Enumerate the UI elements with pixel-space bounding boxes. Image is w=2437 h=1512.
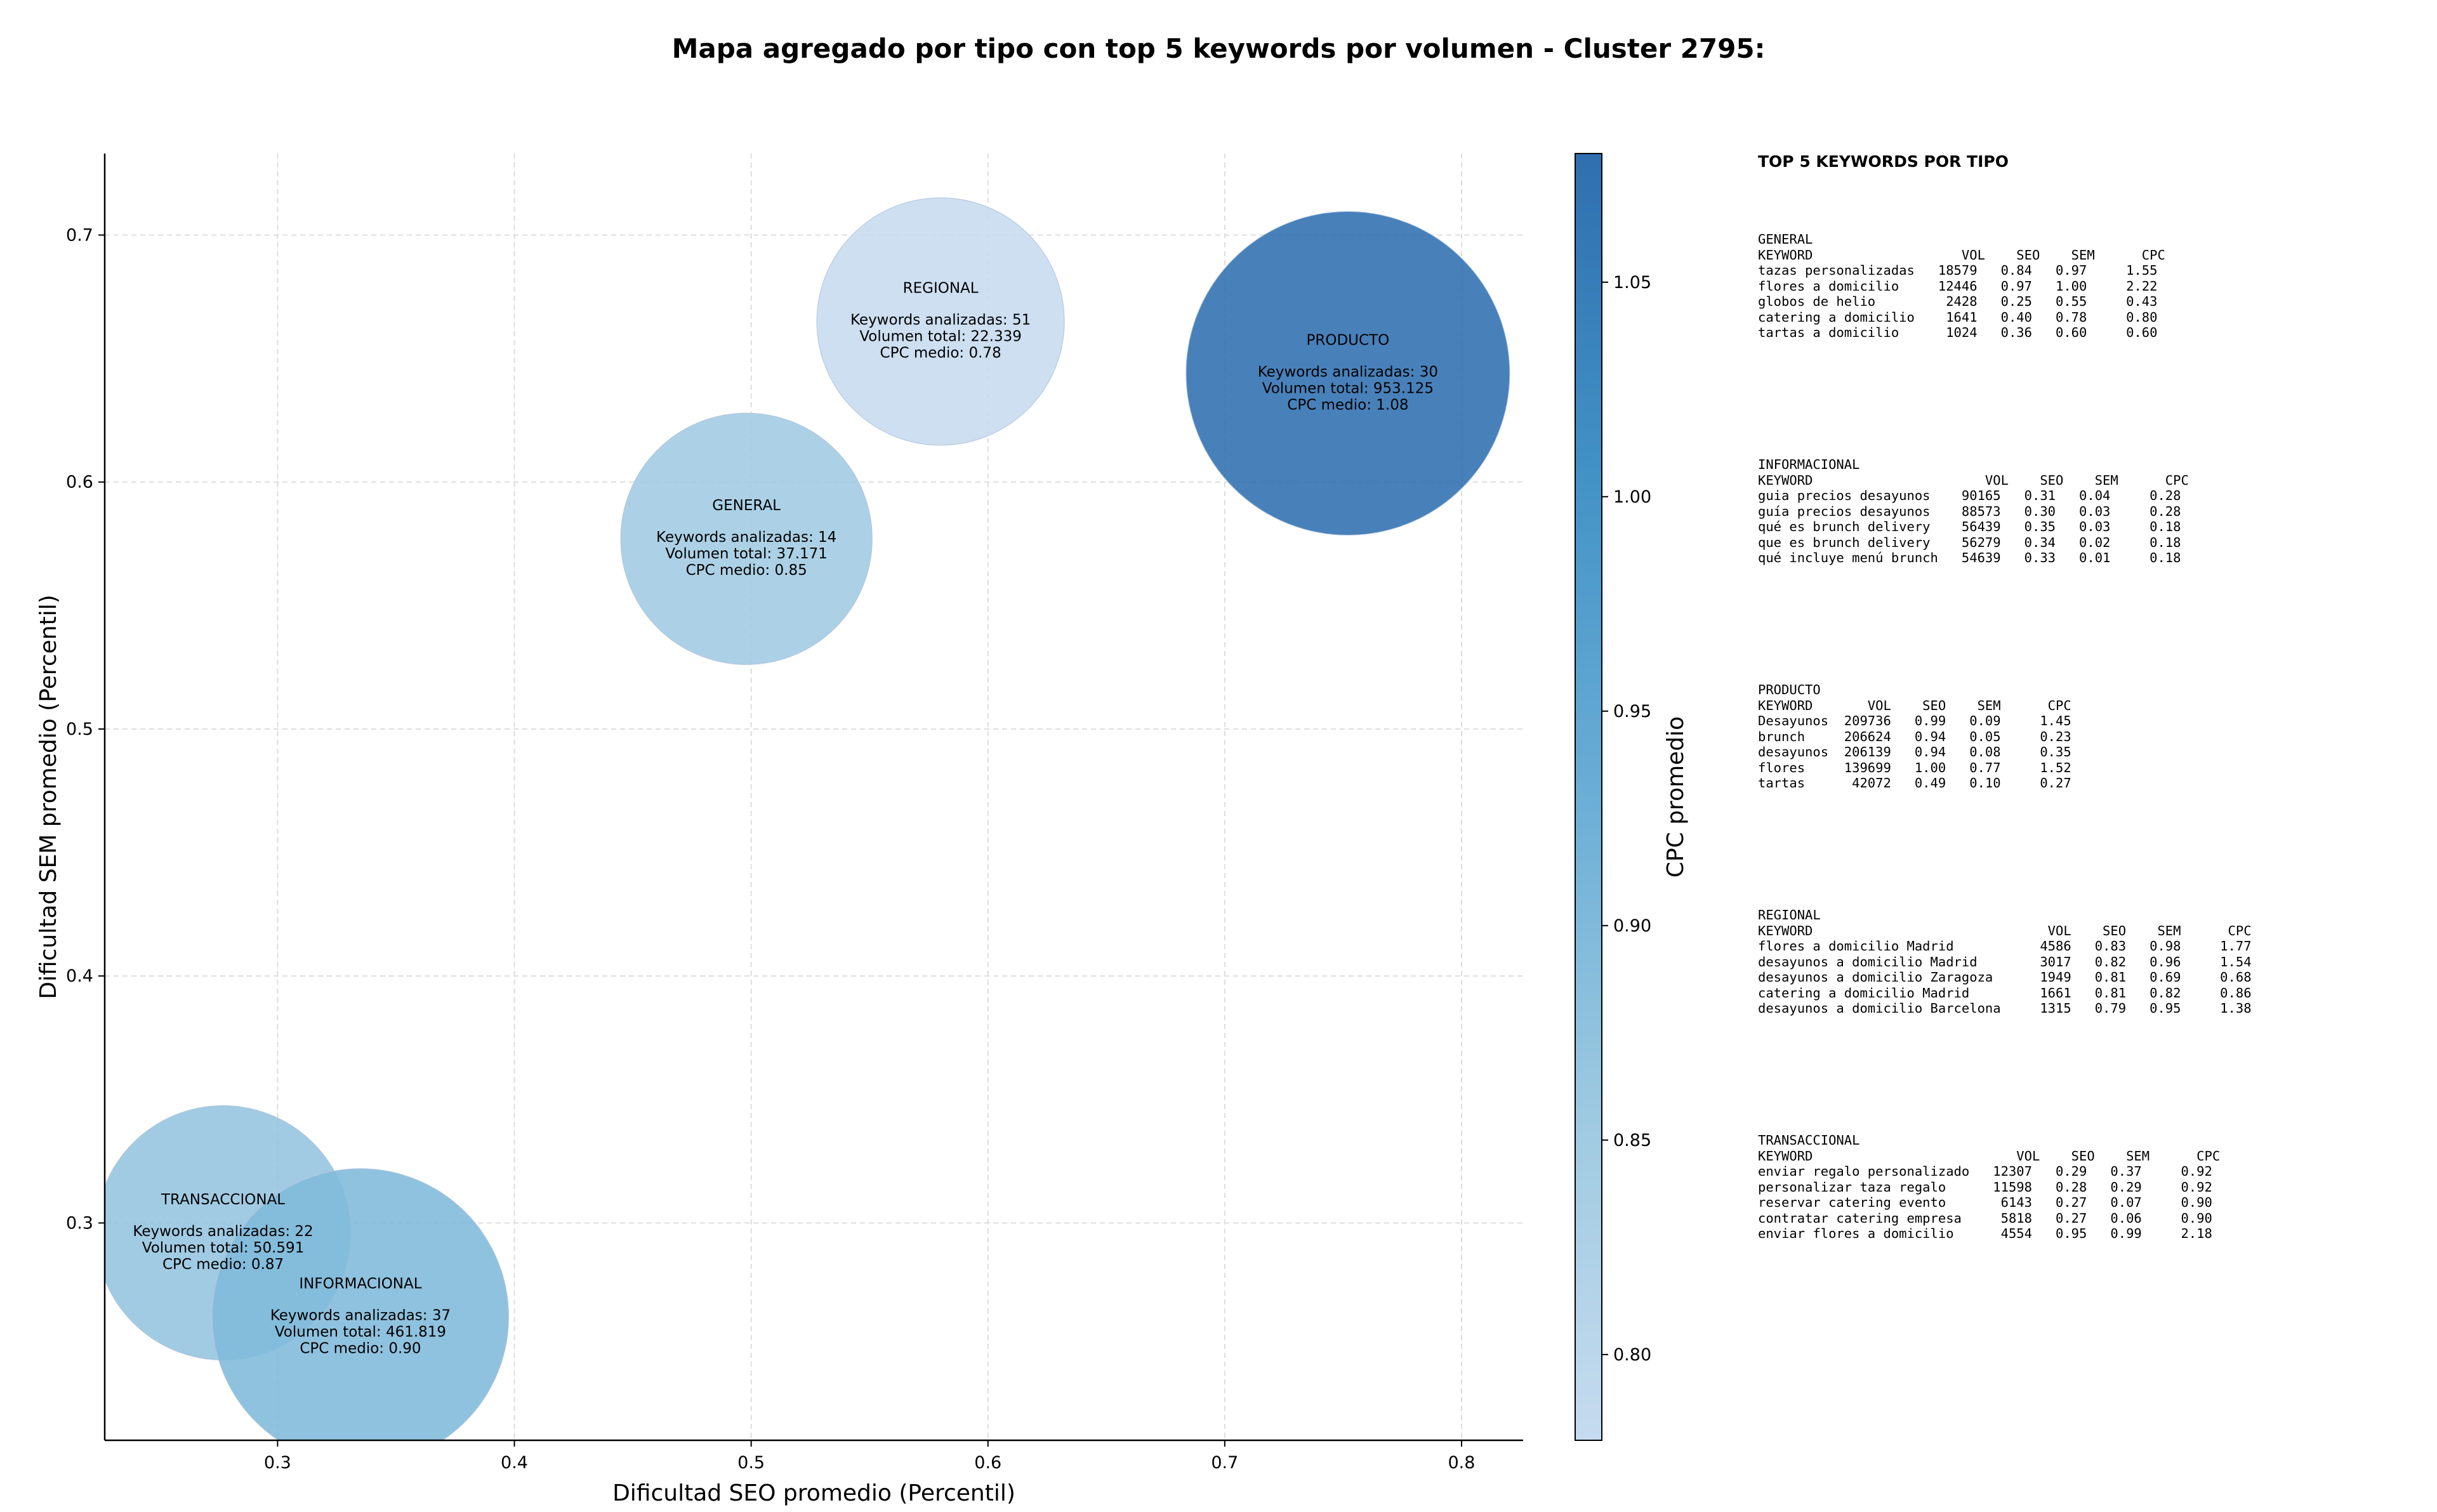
keyword-table-header: KEYWORD VOL SEO SEM CPC (1758, 923, 2252, 938)
colorbar-tick-label: 0.95 (1613, 702, 1651, 721)
keyword-table-row: qué es brunch delivery 56439 0.35 0.03 0… (1758, 519, 2181, 534)
keyword-table-row: flores a domicilio 12446 0.97 1.00 2.22 (1758, 278, 2158, 294)
keyword-table-type: GENERAL (1758, 232, 1813, 247)
y-tick-label: 0.5 (66, 720, 93, 739)
axes: 0.3 0.4 0.5 0.6 0.7 0.8 0.3 0.4 0.5 0.6 0.7 Dificul… (36, 154, 1523, 1506)
keyword-table-row: Desayunos 209736 0.99 0.09 1.45 (1758, 713, 2071, 728)
keyword-table-row: flores 139699 1.00 0.77 1.52 (1758, 759, 2071, 775)
keyword-table-row: desayunos a domicilio Barcelona 1315 0.7… (1758, 1001, 2252, 1016)
y-tick-label: 0.6 (66, 473, 93, 492)
colorbar-tick-label: 1.00 (1613, 487, 1651, 507)
keyword-table-row: reservar catering evento 6143 0.27 0.07 … (1758, 1195, 2212, 1210)
bubble-label: CPC medio: 0.87 (162, 1256, 284, 1273)
bubble-label: Volumen total: 461.819 (275, 1324, 446, 1340)
keyword-table-row: personalizar taza regalo 11598 0.28 0.29… (1758, 1179, 2212, 1195)
colorbar: 0.80 0.85 0.90 0.95 1.00 1.05 CPC promedio (1575, 153, 1689, 1441)
keyword-table-row: catering a domicilio 1641 0.40 0.78 0.80 (1758, 309, 2158, 325)
keyword-table-type: PRODUCTO (1758, 682, 1821, 697)
keyword-table-regional: REGIONAL KEYWORD VOL SEO SEM CPC flores a … (1758, 907, 2431, 1133)
bubble-label: Keywords analizadas: 22 (133, 1223, 313, 1240)
keyword-table-row: flores a domicilio Madrid 4586 0.83 0.98… (1758, 938, 2252, 954)
bubble-regional (816, 197, 1065, 446)
keyword-table-row: contratar catering empresa 5818 0.27 0.0… (1758, 1210, 2212, 1226)
x-tick-label: 0.5 (737, 1453, 765, 1473)
keyword-table-row: tartas 42072 0.49 0.10 0.27 (1758, 775, 2071, 791)
keyword-table-row: globos de helio 2428 0.25 0.55 0.43 (1758, 294, 2158, 309)
y-tick-label: 0.3 (66, 1213, 93, 1233)
top-keywords-heading: TOP 5 KEYWORDS POR TIPO (1758, 152, 2009, 171)
keyword-table-transaccional: TRANSACCIONAL KEYWORD VOL SEO SEM CPC envi… (1758, 1133, 2431, 1358)
colorbar-tick-label: 0.90 (1613, 916, 1651, 936)
x-tick-label: 0.3 (264, 1453, 291, 1473)
bubble-label: Volumen total: 22.339 (859, 329, 1022, 345)
keyword-table-row: catering a domicilio Madrid 1661 0.81 0.… (1758, 985, 2252, 1001)
bubble-general (620, 412, 873, 665)
bubble-label: GENERAL (712, 497, 781, 514)
keyword-table-row: desayunos a domicilio Madrid 3017 0.82 0… (1758, 954, 2252, 970)
bubble-label: Volumen total: 37.171 (665, 546, 828, 562)
x-tick-label: 0.7 (1211, 1453, 1238, 1473)
keyword-table-producto: PRODUCTO KEYWORD VOL SEO SEM CPC Desayunos… (1758, 682, 2431, 907)
bubble-label: CPC medio: 0.85 (686, 562, 807, 579)
y-tick-label: 0.7 (66, 225, 93, 245)
bubble-label: PRODUCTO (1307, 332, 1390, 348)
keyword-table-header: KEYWORD VOL SEO SEM CPC (1758, 697, 2071, 713)
bubble-label: CPC medio: 0.78 (880, 345, 1001, 362)
keyword-table-row: guia precios desayunos 90165 0.31 0.04 0… (1758, 488, 2181, 503)
colorbar-label: CPC promedio (1663, 716, 1689, 878)
keyword-table-header: KEYWORD VOL SEO SEM CPC (1758, 472, 2189, 488)
keyword-table-row: que es brunch delivery 56279 0.34 0.02 0… (1758, 534, 2181, 550)
y-tick-label: 0.4 (66, 966, 93, 986)
keyword-tables: GENERAL KEYWORD VOL SEO SEM CPC tazas pers… (1758, 232, 2431, 1358)
keyword-table-type: TRANSACCIONAL (1758, 1133, 1860, 1148)
bubble-label: Volumen total: 50.591 (142, 1240, 305, 1256)
bubble-label: Keywords analizadas: 30 (1258, 364, 1438, 380)
x-axis-label: Dificultad SEO promedio (Percentil) (612, 1480, 1015, 1506)
bubbles (105, 197, 1510, 1440)
bubble-label: Keywords analizadas: 51 (850, 312, 1031, 329)
keyword-table-type: REGIONAL (1758, 907, 1821, 923)
y-axis-label: Dificultad SEM promedio (Percentil) (36, 595, 62, 999)
keyword-table-row: desayunos 206139 0.94 0.08 0.35 (1758, 744, 2071, 759)
bubble-label: CPC medio: 1.08 (1287, 397, 1408, 413)
keyword-table-header: KEYWORD VOL SEO SEM CPC (1758, 1148, 2221, 1164)
keyword-table-header: KEYWORD VOL SEO SEM CPC (1758, 247, 2165, 263)
keyword-table-type: INFORMACIONAL (1758, 457, 1860, 472)
keyword-table-row: enviar regalo personalizado 12307 0.29 0… (1758, 1164, 2212, 1179)
top-keywords-panel: TOP 5 KEYWORDS POR TIPO GENERAL KEYWORD V… (1758, 152, 2431, 1358)
keyword-table-row: tartas a domicilio 1024 0.36 0.60 0.60 (1758, 325, 2158, 340)
keyword-table-general: GENERAL KEYWORD VOL SEO SEM CPC tazas pers… (1758, 232, 2431, 457)
keyword-table-row: tazas personalizadas 18579 0.84 0.97 1.5… (1758, 263, 2158, 278)
colorbar-tick-label: 0.85 (1613, 1131, 1651, 1150)
keyword-table-row: brunch 206624 0.94 0.05 0.23 (1758, 728, 2071, 744)
colorbar-tick-label: 1.05 (1613, 273, 1651, 293)
x-tick-label: 0.4 (501, 1453, 528, 1473)
x-tick-label: 0.6 (974, 1453, 1001, 1473)
bubble-informacional (212, 1168, 509, 1440)
chart-title: Mapa agregado por tipo con top 5 keyword… (671, 33, 1766, 64)
bubble-label: Keywords analizadas: 14 (656, 529, 836, 546)
colorbar-tick-label: 0.80 (1613, 1345, 1651, 1365)
x-tick-label: 0.8 (1448, 1453, 1476, 1473)
bubble-label: Keywords analizadas: 37 (270, 1307, 451, 1324)
colorbar-scale (1575, 153, 1602, 1441)
keyword-table-informacional: INFORMACIONAL KEYWORD VOL SEO SEM CPC guia… (1758, 457, 2431, 682)
keyword-table-row: qué incluye menú brunch 54639 0.33 0.01 … (1758, 550, 2181, 565)
bubble-label: Volumen total: 953.125 (1262, 380, 1434, 397)
keyword-table-row: enviar flores a domicilio 4554 0.95 0.99… (1758, 1226, 2212, 1241)
bubble-label: REGIONAL (903, 280, 979, 297)
keyword-table-row: guía precios desayunos 88573 0.30 0.03 0… (1758, 503, 2181, 519)
bubble-label: INFORMACIONAL (299, 1275, 421, 1292)
bubble-producto (1185, 211, 1510, 536)
bubble-label: CPC medio: 0.90 (300, 1340, 421, 1357)
keyword-table-row: desayunos a domicilio Zaragoza 1949 0.81… (1758, 970, 2252, 985)
bubble-label: TRANSACCIONAL (161, 1192, 285, 1208)
